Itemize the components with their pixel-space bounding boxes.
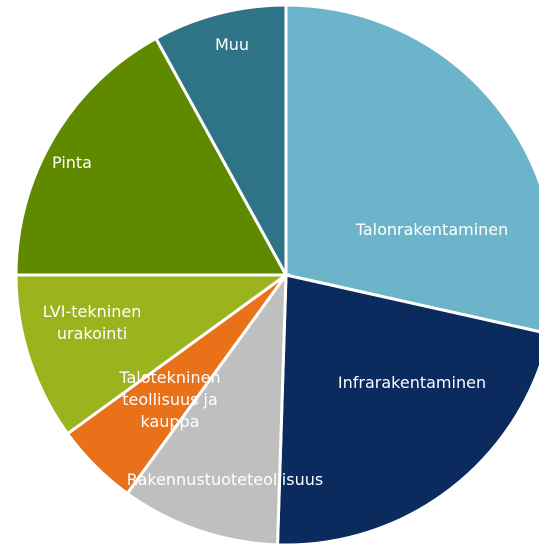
pie-slice xyxy=(14,273,291,436)
pie-slice xyxy=(284,3,539,334)
slice-label: Rakennustuoteteollisuus xyxy=(126,470,324,489)
slice-label: Infrarakentaminen xyxy=(337,373,487,392)
pie-slice xyxy=(125,270,288,544)
slice-label: Talotekninen teollisuus ja kauppa xyxy=(119,368,221,431)
pie-slice xyxy=(153,3,288,276)
pie-slice xyxy=(276,273,539,544)
slice-label: Muu xyxy=(214,35,250,54)
slice-label: Pinta xyxy=(52,153,92,172)
slice-label: LVI-tekninen urakointi xyxy=(42,302,142,343)
pie-slice xyxy=(14,36,289,277)
slice-label: Talonrakentaminen xyxy=(355,220,509,239)
